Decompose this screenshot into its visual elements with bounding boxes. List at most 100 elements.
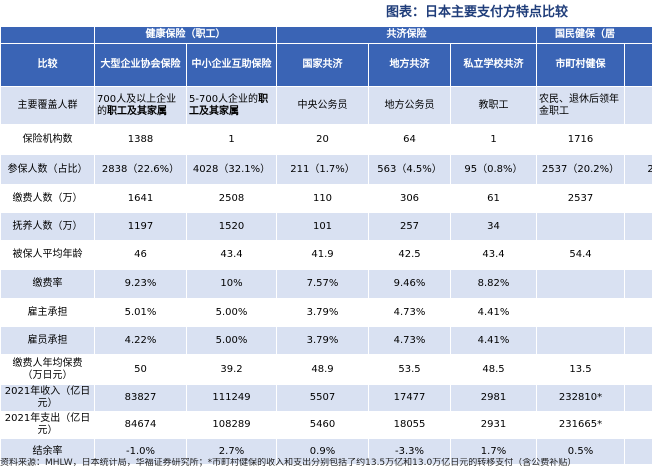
table-row: 2021年收入（亿日元） 83827 111249 5507 17477 298… [0, 384, 652, 412]
table-cell: 2.7% [186, 438, 277, 465]
table-cell: 7.57% [276, 269, 369, 299]
table-cell: 18055 [368, 411, 451, 439]
table-cell: 1 [186, 124, 277, 155]
table-cell: 1.7% [450, 438, 537, 465]
header-sme-mutual: 中小企业互助保险 [186, 43, 277, 87]
table-cell: 4.41% [450, 298, 537, 327]
table-cell: 1641 [94, 184, 187, 213]
row-label: 雇主承担 [0, 298, 95, 327]
table-cell [624, 384, 652, 412]
table-cell: 2537（20.2%） [536, 154, 625, 185]
table-cell: 1 [450, 124, 537, 155]
table-cell: 101 [276, 212, 369, 241]
table-cell [536, 269, 625, 299]
table-cell: 5.00% [186, 298, 277, 327]
table-cell [624, 212, 652, 241]
table-row: 主要覆盖人群 700人及以上企业的职工及其家属 5-700人企业的职工及其家属 … [0, 86, 652, 125]
table-row: 结余率 -1.0% 2.7% 0.9% -3.3% 1.7% 0.5% [0, 438, 652, 465]
table-cell: 4028（32.1%） [186, 154, 277, 185]
row-label: 保险机构数 [0, 124, 95, 155]
table-cell: 中央公务员 [276, 86, 369, 125]
table-cell [624, 298, 652, 327]
table-cell: 257 [368, 212, 451, 241]
table-row: 缴费人年均保费（万日元） 50 39.2 48.9 53.5 48.5 13.5 [0, 354, 652, 385]
table-cell: 34 [450, 212, 537, 241]
table-cell: 53.5 [368, 354, 451, 385]
table-cell: 2838（22.6%） [94, 154, 187, 185]
table-cell: 232810* [536, 384, 625, 412]
table-cell [536, 212, 625, 241]
table-cell [624, 184, 652, 213]
table-cell: 0.5% [536, 438, 625, 465]
header-corner [0, 26, 95, 44]
row-label: 结余率 [0, 438, 95, 465]
table-cell: 64 [368, 124, 451, 155]
table-cell: 20 [276, 124, 369, 155]
table-cell [536, 298, 625, 327]
table-row: 参保人数（占比） 2838（22.6%） 4028（32.1%） 211（1.7… [0, 154, 652, 185]
row-label: 主要覆盖人群 [0, 86, 95, 125]
group-health-insurance: 健康保险（职工） [94, 26, 277, 44]
table-cell: 2981 [450, 384, 537, 412]
table-cell [624, 86, 652, 125]
table-cell: 48.5 [450, 354, 537, 385]
table-row: 2021年支出（亿日元） 84674 108289 5460 18055 293… [0, 411, 652, 439]
comparison-table: 健康保险（职工） 共济保险 国民健保（居 比较 大型企业协会保险 中小企业互助保… [0, 26, 652, 465]
header-private-school: 私立学校共济 [450, 43, 537, 87]
table-cell [624, 124, 652, 155]
header-municipal: 市町村健保 [536, 43, 625, 87]
table-cell: 61 [450, 184, 537, 213]
table-cell: 48.9 [276, 354, 369, 385]
table-row: 缴费人数（万） 1641 2508 110 306 61 2537 [0, 184, 652, 213]
row-label: 缴费人年均保费（万日元） [0, 354, 95, 385]
table-cell: 1197 [94, 212, 187, 241]
row-label: 雇员承担 [0, 326, 95, 355]
table-cell: 10% [186, 269, 277, 299]
row-label: 被保人平均年龄 [0, 240, 95, 270]
table-cell: 教职工 [450, 86, 537, 125]
table-cell [624, 438, 652, 465]
row-label: 2021年收入（亿日元） [0, 384, 95, 412]
table-cell: 4.73% [368, 298, 451, 327]
table-row: 雇主承担 5.01% 5.00% 3.79% 4.73% 4.41% [0, 298, 652, 327]
row-label: 抚养人数（万） [0, 212, 95, 241]
table-cell: 4.73% [368, 326, 451, 355]
table-cell: 4.22% [94, 326, 187, 355]
table-cell: 17477 [368, 384, 451, 412]
table-cell: 农民、退休后领年金职工 [536, 86, 625, 125]
header-large-enterprise: 大型企业协会保险 [94, 43, 187, 87]
source-note: 资料来源：MHLW，日本统计局，华福证券研究所；*市町村健保的收入和支出分别包括… [0, 458, 577, 467]
table-cell: 39.2 [186, 354, 277, 385]
table-cell: 43.4 [450, 240, 537, 270]
table-cell: 54.4 [536, 240, 625, 270]
table-cell: 地方公务员 [368, 86, 451, 125]
table-cell: 50 [94, 354, 187, 385]
table-row: 抚养人数（万） 1197 1520 101 257 34 [0, 212, 652, 241]
table-cell [624, 354, 652, 385]
table-cell: 5-700人企业的职工及其家属 [186, 86, 277, 125]
row-label: 缴费人数（万） [0, 184, 95, 213]
group-mutual-aid: 共济保险 [276, 26, 537, 44]
table-row: 雇员承担 4.22% 5.00% 3.79% 4.73% 4.41% [0, 326, 652, 355]
table-cell: 43.4 [186, 240, 277, 270]
table-cell: 700人及以上企业的职工及其家属 [94, 86, 187, 125]
table-cell: 1388 [94, 124, 187, 155]
row-label: 缴费率 [0, 269, 95, 299]
table-cell: 1520 [186, 212, 277, 241]
table-cell: 8.82% [450, 269, 537, 299]
table-row: 被保人平均年龄 46 43.4 41.9 42.5 43.4 54.4 [0, 240, 652, 270]
table-cell: 3.79% [276, 298, 369, 327]
table-cell: 5507 [276, 384, 369, 412]
table-cell: 1716 [536, 124, 625, 155]
chart-title: 图表：日本主要支付方特点比较 [386, 5, 569, 20]
table-cell: 46 [94, 240, 187, 270]
table-cell: 95（0.8%） [450, 154, 537, 185]
header-local-mutual: 地方共济 [368, 43, 451, 87]
table-cell: 563（4.5%） [368, 154, 451, 185]
table-cell: 2 [624, 154, 652, 185]
table-cell: 83827 [94, 384, 187, 412]
table-cell: 2508 [186, 184, 277, 213]
table-cell: 2537 [536, 184, 625, 213]
table-cell: 42.5 [368, 240, 451, 270]
table-cell: 13.5 [536, 354, 625, 385]
